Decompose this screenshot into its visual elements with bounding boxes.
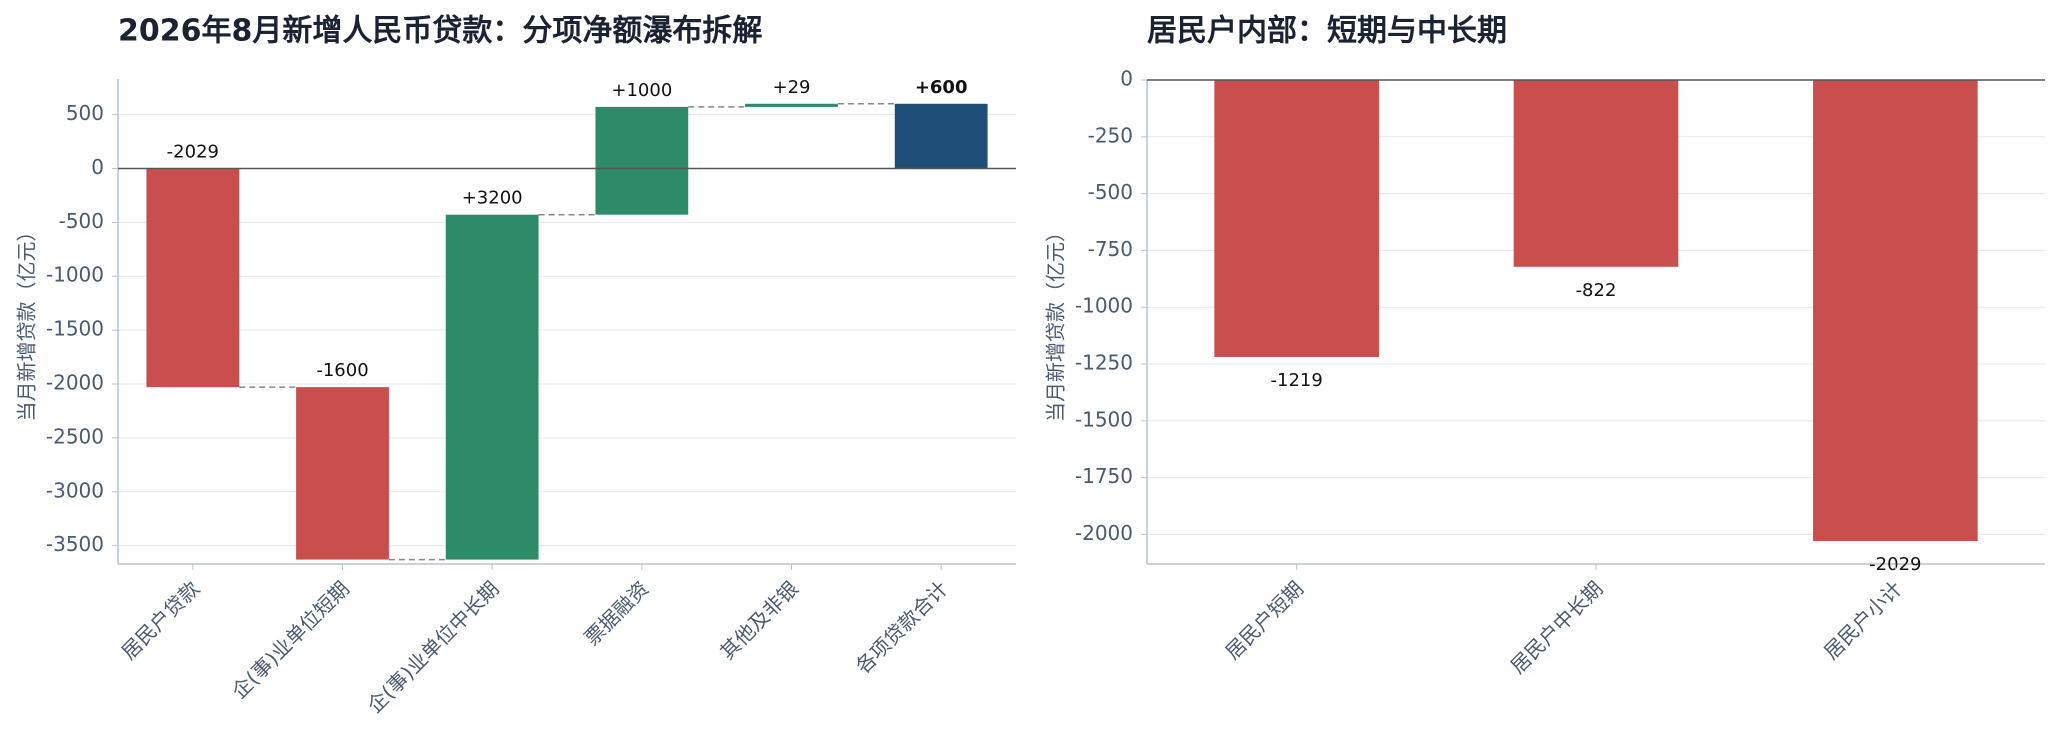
y-axis-label: 当月新增贷款（亿元） [15,222,39,422]
value-label: +29 [773,77,811,98]
bar [1214,80,1379,357]
value-label: +1000 [611,80,672,101]
value-label: +3200 [462,188,523,209]
bar [1813,80,1978,542]
x-tick-label: 各项贷款合计 [851,576,953,678]
y-tick-label: -3000 [46,478,104,502]
y-tick-label: -1000 [46,263,104,287]
y-tick-label: -250 [1088,123,1133,147]
bar [445,214,539,560]
x-tick-label: 企(事)业单位短期 [227,576,354,703]
bar [296,387,389,560]
y-tick-label: 500 [66,101,104,125]
chart-title: 居民户内部：短期与中长期 [1147,14,1507,49]
y-tick-label: 0 [1120,67,1133,91]
x-tick-label: 居民户短期 [1220,576,1308,664]
x-tick-label: 居民户中长期 [1506,576,1608,678]
y-tick-label: -750 [1088,237,1133,261]
x-tick-label: 票据融资 [580,576,654,650]
y-tick-label: -500 [59,209,104,233]
y-tick-label: -1500 [1075,407,1133,431]
y-tick-label: -1500 [46,317,104,341]
y-tick-label: -2000 [1075,521,1133,545]
bar [1513,80,1679,267]
x-tick-label: 居民户小计 [1819,576,1907,664]
value-label: -822 [1576,280,1617,301]
x-tick-label: 企(事)业单位中长期 [362,576,503,717]
value-label: +600 [915,77,968,98]
y-tick-label: -2500 [46,424,104,448]
bar [595,106,689,215]
y-axis-label: 当月新增贷款（亿元） [1044,222,1068,422]
y-tick-label: -3500 [46,532,104,556]
x-tick-label: 居民户贷款 [117,576,205,664]
value-label: -1219 [1271,370,1323,391]
y-tick-label: -1750 [1075,464,1133,488]
bar [745,103,838,107]
x-tick-label: 其他及非银 [715,576,803,664]
y-tick-label: -1000 [1075,294,1133,318]
bar [146,168,240,388]
value-label: -2029 [167,141,219,162]
y-tick-label: 0 [91,155,104,179]
y-tick-label: -500 [1088,180,1133,204]
y-tick-label: -2000 [46,371,104,395]
bar [894,103,988,169]
value-label: -1600 [316,360,368,381]
y-tick-label: -1250 [1075,351,1133,375]
chart-title: 2026年8月新增人民币贷款：分项净额瀑布拆解 [118,14,762,49]
